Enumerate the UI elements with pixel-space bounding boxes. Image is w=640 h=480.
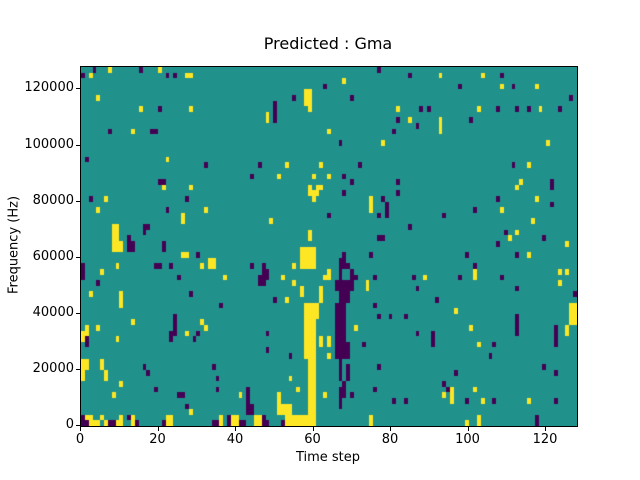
y-tick-label: 100000	[24, 136, 74, 152]
x-tick-label: 120	[532, 432, 558, 447]
x-tick-mark	[157, 427, 159, 431]
y-tick-mark	[76, 200, 80, 202]
x-tick-label: 60	[304, 432, 321, 447]
y-tick-label: 120000	[24, 80, 74, 96]
x-tick-mark	[312, 427, 314, 431]
y-tick-mark	[76, 88, 80, 90]
x-tick-mark	[390, 427, 391, 431]
y-tick-mark	[76, 144, 80, 146]
y-axis-label: Frequency (Hz)	[6, 195, 22, 295]
x-tick-mark	[467, 427, 469, 431]
y-tick-mark	[76, 312, 80, 314]
heatmap-canvas	[81, 67, 577, 426]
y-tick-mark	[76, 368, 80, 370]
x-tick-mark	[235, 427, 236, 431]
x-axis-label: Time step	[295, 450, 361, 465]
x-tick-label: 40	[226, 432, 244, 447]
y-tick-label: 0	[65, 417, 74, 432]
x-tick-mark	[545, 427, 546, 431]
x-tick-label: 100	[455, 432, 480, 447]
y-tick-label: 60000	[32, 248, 74, 264]
x-tick-label: 20	[149, 432, 166, 447]
chart-title: Predicted : Gma	[263, 34, 393, 53]
plot-area	[80, 66, 578, 427]
y-tick-mark	[76, 256, 80, 258]
y-tick-label: 40000	[32, 304, 74, 320]
x-tick-label: 80	[381, 432, 399, 447]
y-tick-label: 20000	[32, 360, 74, 376]
y-tick-label: 80000	[32, 192, 74, 208]
x-tick-label: 0	[75, 432, 85, 447]
x-tick-mark	[80, 427, 81, 431]
y-tick-mark	[76, 425, 80, 426]
